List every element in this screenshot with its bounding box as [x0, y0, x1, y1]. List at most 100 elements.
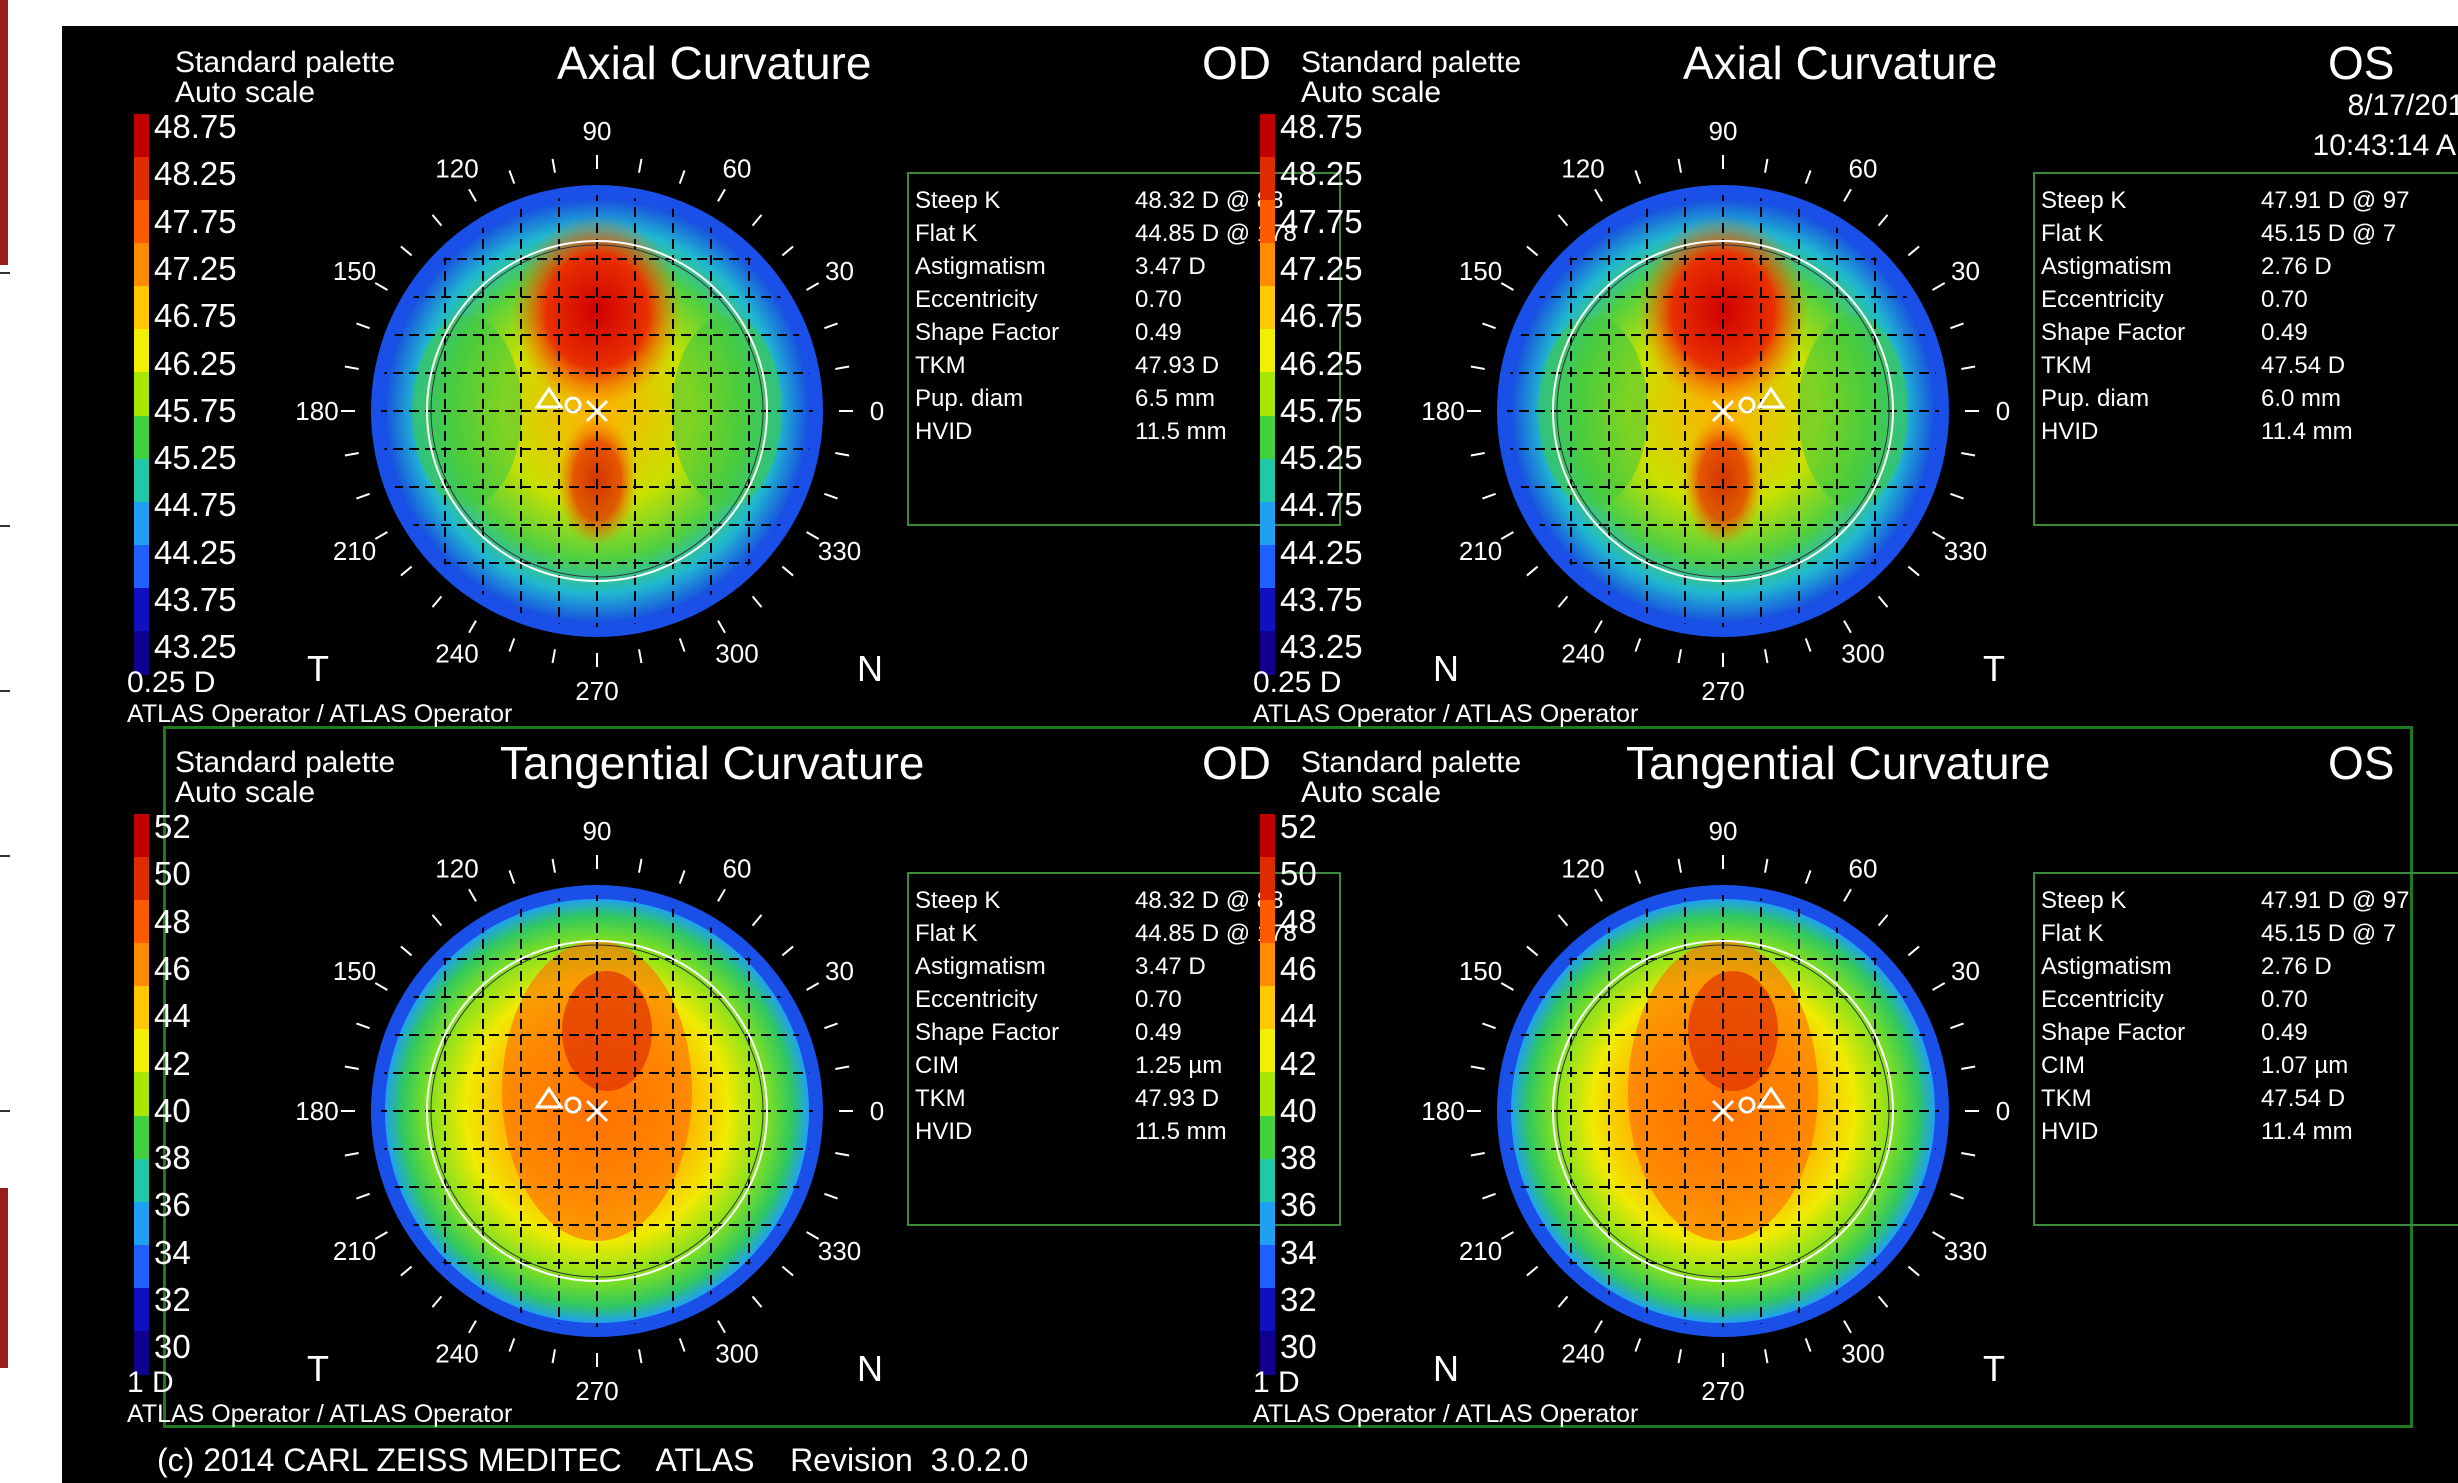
- info-label: Steep K: [915, 187, 1001, 214]
- axial-curvature-od-panel[interactable]: Standard palette Auto scale Axial Curvat…: [122, 26, 1341, 727]
- angle-tick: [1932, 982, 1946, 991]
- angle-tick: [835, 365, 850, 370]
- angle-label: 60: [723, 854, 752, 884]
- color-scale: 52 50 48 46 44 42 40 38 36 34 32 30: [134, 810, 254, 1375]
- angle-tick: [508, 1338, 516, 1352]
- angle-tick: [508, 870, 516, 884]
- scale-value: 46.25: [1280, 344, 1363, 382]
- flat-zone: [672, 316, 782, 506]
- topography-report: Standard palette Auto scale Axial Curvat…: [62, 26, 2458, 1483]
- operator-label: ATLAS Operator / ATLAS Operator: [127, 1400, 513, 1428]
- scale-value: 48: [1280, 902, 1317, 940]
- angle-tick: [781, 565, 794, 577]
- pupil-circle-shadow: [1556, 944, 1890, 1278]
- angle-tick: [1677, 1349, 1682, 1364]
- scale-swatch: [134, 501, 149, 546]
- axial-curvature-os-panel[interactable]: Standard palette Auto scale Axial Curvat…: [1248, 26, 2458, 728]
- angle-tick: [344, 1065, 359, 1070]
- angle-tick: [400, 245, 413, 257]
- angle-label: 150: [333, 256, 376, 286]
- info-label: Flat K: [2041, 220, 2104, 247]
- info-label: Pup. diam: [915, 385, 1024, 412]
- angle-tick: [806, 982, 820, 991]
- background-window-accent: [0, 0, 8, 265]
- scale-value: 47.75: [1280, 202, 1363, 240]
- angle-ticks: [341, 155, 853, 667]
- angle-tick: [781, 945, 794, 957]
- scale-swatch: [134, 415, 149, 460]
- scale-value: 44: [1280, 997, 1317, 1035]
- scale-swatch: [134, 1244, 149, 1289]
- info-value: 0.70: [1135, 986, 1182, 1013]
- angle-tick: [374, 1231, 388, 1240]
- palette-label: Standard palette: [175, 746, 396, 779]
- angle-label: 240: [435, 638, 478, 668]
- scale-value: 45.25: [1280, 439, 1363, 477]
- info-value: 47.54 D: [2261, 1085, 2346, 1112]
- info-label: Shape Factor: [2041, 319, 2186, 346]
- angle-tick: [1634, 170, 1642, 184]
- angle-tick: [824, 322, 838, 330]
- map-title: Axial Curvature: [557, 37, 872, 89]
- scale-value: 44: [154, 997, 191, 1035]
- background-window-edge: [0, 0, 62, 1483]
- direction-label-left: T: [307, 1348, 329, 1389]
- angle-tick: [638, 858, 643, 873]
- auto-scale-label: Auto scale: [1301, 776, 1442, 809]
- scale-value: 52: [154, 808, 191, 845]
- angle-tick: [1594, 188, 1603, 202]
- scale-swatch: [1260, 200, 1275, 245]
- info-value: 47.54 D: [2261, 352, 2346, 379]
- color-scale: 48.75 48.25 47.75 47.25 46.75 46.25 45.75 45.25…: [134, 110, 254, 675]
- keratometry-info-box: Steep K 47.91 D @ 97 Flat K 45.15 D @ 7 Asti…: [2033, 172, 2458, 526]
- angle-label: 120: [1561, 154, 1604, 184]
- angle-tick: [508, 170, 516, 184]
- scale-value: 36: [154, 1186, 191, 1224]
- angle-label: 30: [1951, 956, 1980, 986]
- angle-tick: [1877, 595, 1889, 608]
- scale-swatch: [1260, 286, 1275, 331]
- apex-marker-icon: [1711, 1099, 1735, 1123]
- angle-tick: [1594, 888, 1603, 902]
- angle-label: 300: [1841, 1338, 1884, 1368]
- angle-label: 60: [1849, 154, 1878, 184]
- angle-tick: [1843, 888, 1852, 902]
- direction-label-left: N: [1433, 648, 1459, 689]
- scale-swatch: [1260, 1244, 1275, 1289]
- scale-swatch: [1260, 1287, 1275, 1332]
- scale-value: 47.75: [154, 202, 237, 240]
- angle-ticks: [341, 855, 853, 1367]
- angle-tick: [374, 282, 388, 291]
- angle-tick: [806, 282, 820, 291]
- pupil-circle: [426, 940, 768, 1282]
- operator-label: ATLAS Operator / ATLAS Operator: [1253, 700, 1639, 728]
- angle-tick: [1950, 492, 1964, 500]
- direction-label-right: T: [1983, 648, 2005, 689]
- angle-tick: [781, 245, 794, 257]
- angle-label: 270: [1701, 676, 1744, 701]
- angle-tick: [678, 170, 686, 184]
- angle-tick: [1526, 245, 1539, 257]
- info-label: Steep K: [2041, 887, 2127, 914]
- info-value: 48.32 D @ 88: [1135, 887, 1284, 914]
- eye-label: OD: [1202, 737, 1271, 789]
- auto-scale-label: Auto scale: [175, 776, 316, 809]
- scale-value: 48.75: [1280, 108, 1363, 145]
- tangential-curvature-os-panel[interactable]: Standard palette Auto scale Tangential C…: [1248, 726, 2458, 1427]
- angle-tick: [1634, 870, 1642, 884]
- tangential-curvature-od-panel[interactable]: Standard palette Auto scale Tangential C…: [122, 726, 1341, 1428]
- scale-swatch: [1260, 587, 1275, 632]
- info-label: Shape Factor: [915, 1019, 1060, 1046]
- scale-value: 42: [154, 1044, 191, 1082]
- scale-step: 0.25 D: [127, 666, 216, 699]
- angle-label: 240: [435, 1338, 478, 1368]
- info-value: 11.5 mm: [1135, 418, 1227, 445]
- angle-tick: [1482, 1022, 1496, 1030]
- angle-tick: [1961, 1152, 1976, 1157]
- angle-tick: [1500, 531, 1514, 540]
- angle-label: 120: [1561, 854, 1604, 884]
